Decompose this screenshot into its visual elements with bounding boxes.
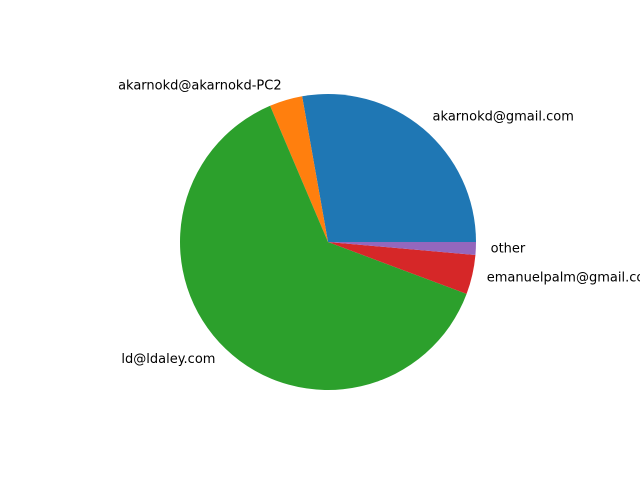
pie-slice-label-4: other bbox=[491, 242, 526, 257]
pie-slice-3 bbox=[328, 242, 476, 294]
pie-slice-label-0: akarnokd@gmail.com bbox=[433, 110, 574, 125]
pie-slice-label-1: akarnokd@akarnokd-PC2 bbox=[118, 78, 282, 93]
pie-slice-label-3: emanuelpalm@gmail.com bbox=[487, 271, 640, 286]
pie-slices bbox=[179, 93, 477, 391]
pie-slice-0 bbox=[302, 93, 476, 242]
pie-slice-2 bbox=[179, 105, 467, 391]
pie-slice-label-2: ld@ldaley.com bbox=[121, 352, 215, 367]
pie-labels: akarnokd@gmail.com akarnokd@akarnokd-PC2 l… bbox=[118, 78, 640, 367]
pie-slice-1 bbox=[270, 96, 328, 242]
pie-slice-4 bbox=[328, 242, 477, 255]
